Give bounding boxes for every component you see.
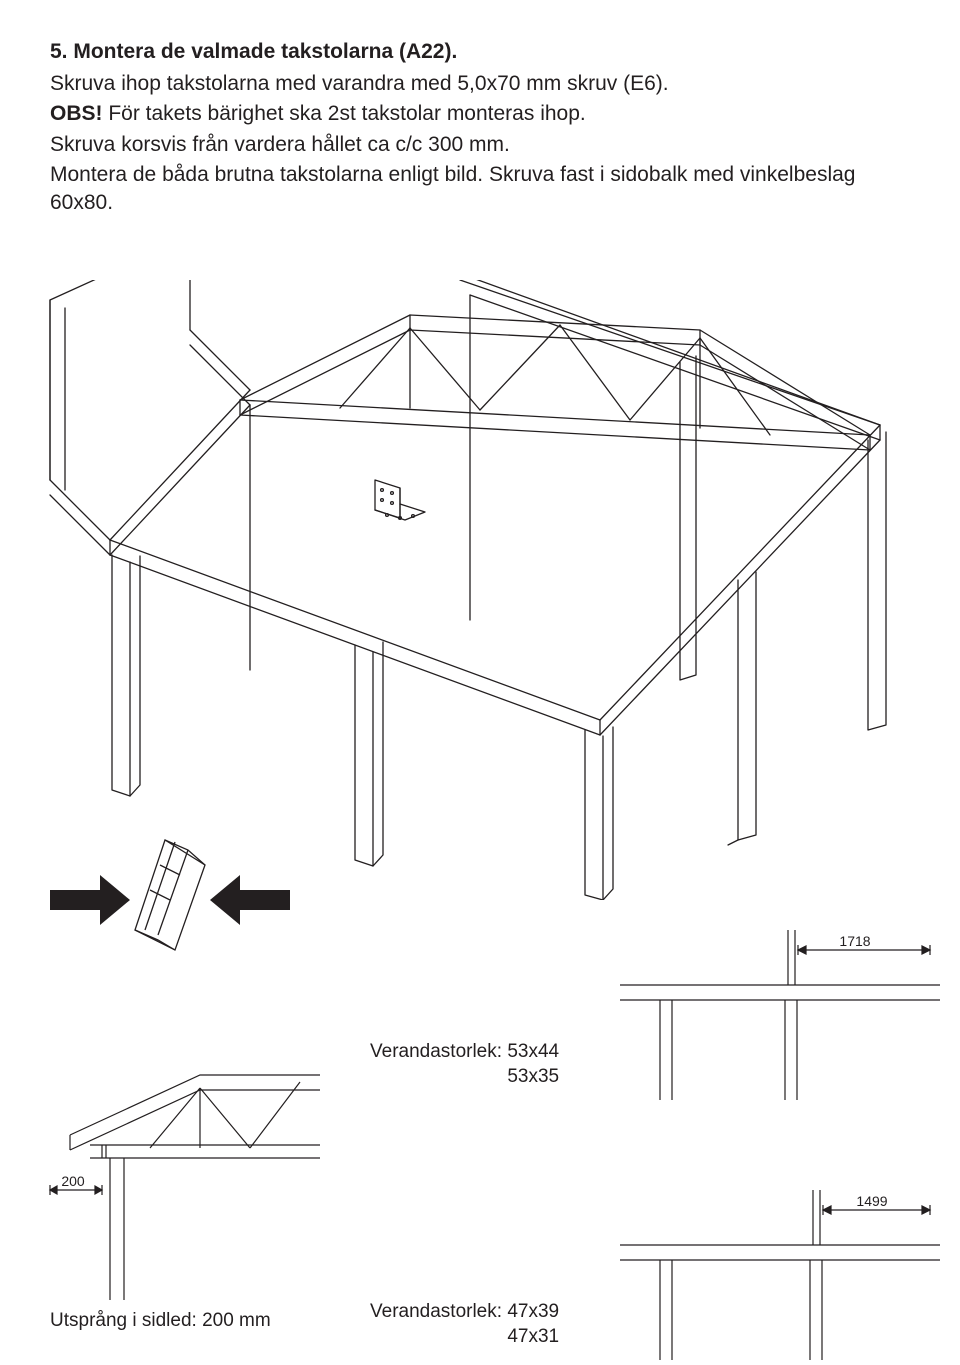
veranda2-size-1: 47x31 xyxy=(507,1326,559,1347)
dimension-diagram-1718: 1718 xyxy=(620,930,940,1105)
veranda-size-block-1: Verandastorlek: 53x44 Verandastorlek: 53… xyxy=(370,1040,559,1089)
veranda1-size-0: 53x44 xyxy=(507,1041,559,1062)
veranda-size-block-2: Verandastorlek: 47x39 Verandastorlek: 47… xyxy=(370,1300,559,1349)
instruction-line-3: Skruva korsvis från vardera hållet ca c/… xyxy=(50,131,910,159)
veranda1-size-1: 53x35 xyxy=(507,1066,559,1087)
main-isometric-diagram xyxy=(40,280,920,905)
obs-label: OBS! xyxy=(50,102,103,125)
instruction-obs: OBS! För takets bärighet ska 2st takstol… xyxy=(50,100,910,128)
step-heading: 5. Montera de valmade takstolarna (A22). xyxy=(50,40,910,64)
squeeze-arrows-diagram xyxy=(40,820,300,975)
dim-1718-text: 1718 xyxy=(839,933,870,949)
instruction-line-4: Montera de båda brutna takstolarna enlig… xyxy=(50,161,910,218)
utsprang-label: Utsprång i sidled: 200 mm xyxy=(50,1310,271,1332)
dim-200-text: 200 xyxy=(61,1173,85,1189)
instruction-line-1: Skruva ihop takstolarna med varandra med… xyxy=(50,70,910,98)
dim-1499-text: 1499 xyxy=(856,1193,887,1209)
dimension-diagram-1499: 1499 xyxy=(620,1190,940,1365)
veranda2-label: Verandastorlek: xyxy=(370,1301,502,1322)
veranda2-size-0: 47x39 xyxy=(507,1301,559,1322)
veranda1-label: Verandastorlek: xyxy=(370,1041,502,1062)
left-truss-elevation: 200 xyxy=(40,1060,320,1305)
obs-text: För takets bärighet ska 2st takstolar mo… xyxy=(103,102,586,125)
